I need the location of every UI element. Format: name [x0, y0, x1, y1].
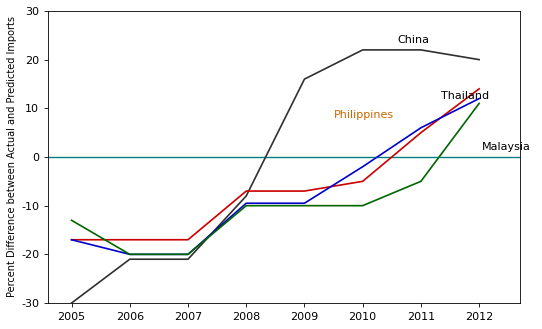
Y-axis label: Percent Difference between Actual and Predicted Imports: Percent Difference between Actual and Pr…	[7, 16, 17, 297]
Text: Malaysia: Malaysia	[482, 142, 531, 152]
Text: China: China	[398, 35, 430, 45]
Text: Philippines: Philippines	[333, 111, 393, 120]
Text: Thailand: Thailand	[441, 91, 489, 101]
